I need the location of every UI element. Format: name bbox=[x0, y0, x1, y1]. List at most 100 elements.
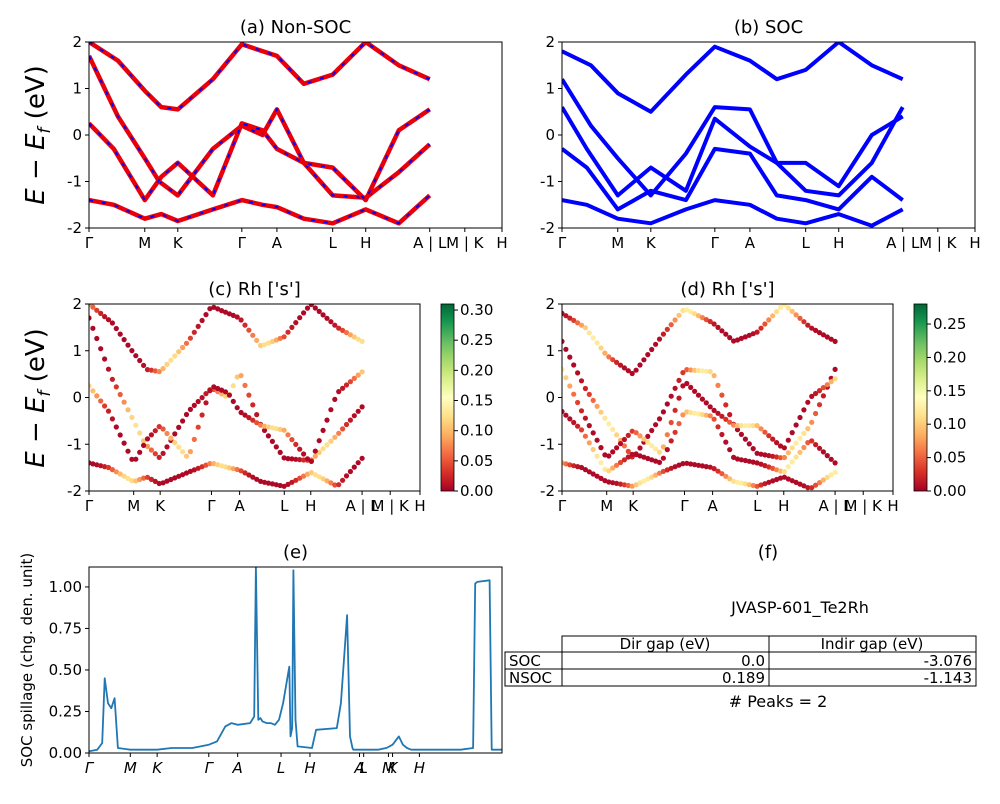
panel-c-point bbox=[94, 307, 100, 313]
panel-d-point bbox=[641, 436, 647, 442]
panel-d-point bbox=[820, 449, 827, 455]
panel-d-point bbox=[695, 313, 702, 319]
panel-d-point bbox=[672, 317, 678, 323]
panel-c-point bbox=[160, 450, 166, 456]
panel-e-frame bbox=[88, 566, 503, 754]
panel-c-point bbox=[113, 469, 119, 475]
panel-c-point bbox=[324, 417, 330, 423]
panel-d-point bbox=[680, 370, 686, 376]
panel-a-xtick-label: A | L bbox=[413, 234, 447, 252]
panel-d-point bbox=[567, 354, 573, 360]
panel-d-point bbox=[590, 446, 596, 453]
panel-d-point bbox=[668, 438, 674, 444]
panel-c-point bbox=[289, 324, 295, 330]
panel-c-point bbox=[238, 468, 244, 474]
panel-c-point bbox=[105, 464, 112, 471]
panel-c-point bbox=[281, 427, 287, 433]
panel-c-point bbox=[129, 456, 135, 462]
panel-c-point bbox=[297, 457, 303, 463]
panel-d-point bbox=[680, 461, 686, 467]
panel-c-point bbox=[125, 342, 131, 348]
panel-c-point bbox=[246, 415, 252, 421]
panel-a-band-2 bbox=[89, 193, 432, 226]
panel-c-point bbox=[273, 482, 279, 488]
panel-c-point bbox=[265, 480, 271, 486]
panel-e-xtick-label: M bbox=[382, 759, 395, 777]
panel-d-point bbox=[575, 399, 581, 406]
panel-d-point bbox=[668, 393, 674, 399]
panel-c-point bbox=[230, 383, 236, 389]
panel-c-ytick-label: 2 bbox=[72, 295, 82, 313]
panel-d-point bbox=[707, 413, 713, 419]
panel-d-plot-area bbox=[562, 304, 838, 491]
panel-d-point bbox=[641, 478, 647, 484]
panel-d-point bbox=[571, 463, 577, 469]
panel-d-point bbox=[614, 432, 620, 438]
panel-b-ytick-label: 0 bbox=[545, 126, 555, 144]
panel-d-point bbox=[680, 307, 686, 314]
panel-d-point bbox=[672, 429, 678, 435]
panel-c-point bbox=[207, 461, 213, 467]
panel-d-point bbox=[828, 456, 834, 462]
ylabel-mid: E − Ef (eV) bbox=[21, 328, 55, 468]
panel-c-point bbox=[308, 470, 314, 476]
panel-d-frame bbox=[561, 303, 894, 492]
panel-c-point bbox=[180, 418, 186, 424]
panel-d-point bbox=[805, 485, 811, 491]
panel-d-point bbox=[801, 430, 807, 436]
panel-c-point bbox=[129, 414, 135, 420]
panel-d-point bbox=[727, 335, 733, 341]
panel-d-point bbox=[629, 428, 635, 434]
panel-c-point bbox=[144, 436, 151, 442]
panel-d-point bbox=[680, 383, 686, 389]
panel-d-point bbox=[656, 459, 663, 465]
gap-table-header-dir: Dir gap (eV) bbox=[620, 635, 711, 653]
panel-c-point bbox=[183, 470, 190, 476]
panel-d-point bbox=[828, 472, 834, 478]
panel-c-point bbox=[125, 475, 131, 481]
panel-d-point bbox=[586, 330, 592, 336]
panel-d-point bbox=[750, 331, 756, 337]
colorbar-c-tick-label: 0.05 bbox=[460, 452, 493, 470]
panel-d-xtick-label: M bbox=[600, 497, 613, 515]
panel-d-point bbox=[770, 436, 776, 442]
panel-d-point bbox=[809, 325, 815, 331]
panel-d-point bbox=[789, 478, 795, 484]
panel-e-xtick-label: H bbox=[304, 759, 315, 777]
panel-d-point bbox=[793, 312, 799, 318]
panel-d-point bbox=[594, 473, 600, 479]
panel-d-point bbox=[820, 393, 827, 399]
panel-c-point bbox=[355, 336, 361, 342]
panel-d-point bbox=[602, 415, 608, 421]
panel-d-point bbox=[664, 326, 670, 332]
panel-c-point bbox=[121, 440, 127, 446]
gap-table-nsoc-indir: -1.143 bbox=[924, 669, 972, 687]
panel-d-point bbox=[750, 423, 756, 429]
panel-d-point bbox=[762, 463, 768, 469]
panel-d-point bbox=[777, 455, 784, 461]
panel-d-point bbox=[610, 426, 616, 432]
panel-d-point bbox=[578, 408, 585, 414]
panel-c-point bbox=[125, 448, 131, 454]
panel-d-point bbox=[781, 469, 788, 475]
panel-d-point bbox=[602, 478, 608, 484]
panel-d-point bbox=[711, 321, 717, 327]
panel-d-point bbox=[692, 311, 698, 317]
panel-d-point bbox=[614, 462, 620, 468]
panel-d-point bbox=[688, 461, 694, 467]
panel-d-point bbox=[562, 366, 565, 372]
panel-c-point bbox=[203, 400, 209, 406]
panel-f-material: JVASP-601_Te2Rh bbox=[730, 598, 869, 618]
panel-c-point bbox=[105, 317, 112, 323]
panel-d-point bbox=[734, 423, 741, 429]
panel-c-point bbox=[351, 334, 357, 340]
panel-d-point bbox=[750, 446, 756, 452]
panel-c-point bbox=[250, 402, 256, 408]
panel-d-point bbox=[770, 465, 776, 471]
panel-c-point bbox=[176, 473, 182, 479]
panel-d-point bbox=[723, 402, 729, 408]
panel-c-point bbox=[152, 451, 158, 457]
panel-d-point bbox=[692, 388, 698, 394]
panel-c-point bbox=[215, 462, 221, 468]
